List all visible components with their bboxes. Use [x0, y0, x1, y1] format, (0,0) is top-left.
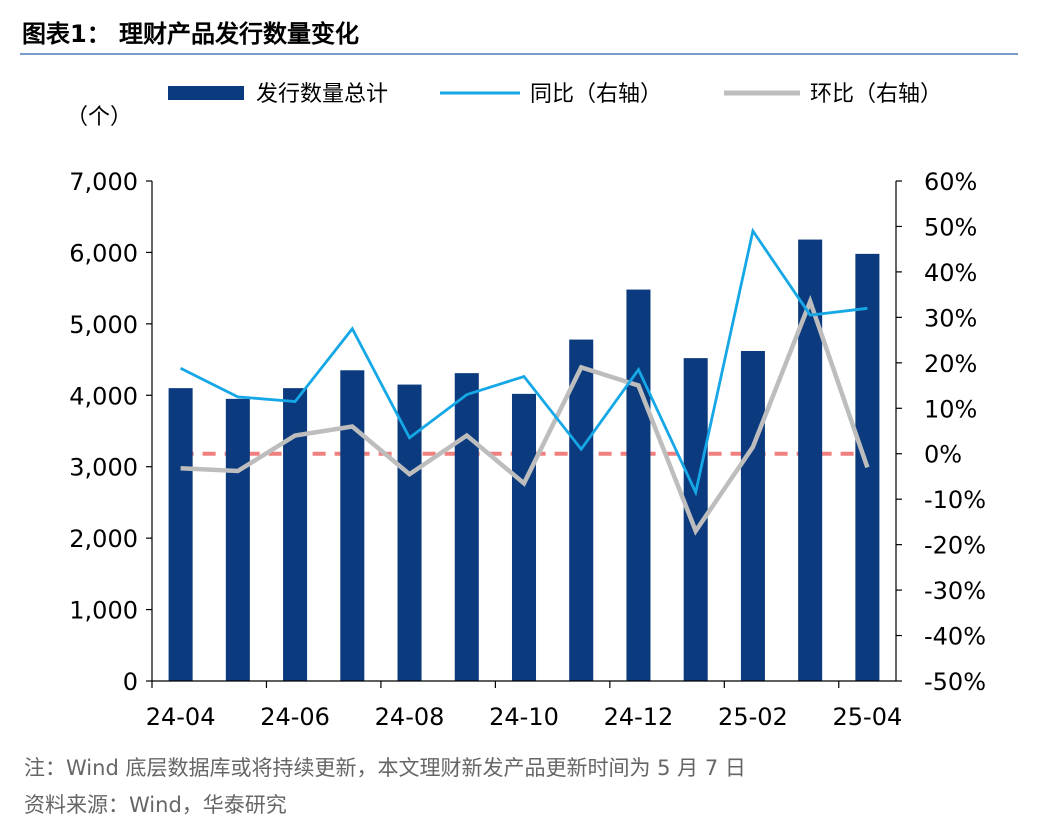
bar-24-04 — [169, 388, 193, 681]
figure-title: 图表1： 理财产品发行数量变化 — [22, 20, 359, 48]
right-axis-tick-label: 60% — [924, 168, 977, 196]
right-axis-tick-label: 0% — [924, 441, 962, 469]
source-note: 资料来源：Wind，华泰研究 — [24, 793, 287, 817]
bar-24-08 — [398, 385, 422, 681]
left-axis-tick-label: 1,000 — [69, 597, 138, 625]
left-axis-tick-label: 0 — [123, 668, 138, 696]
x-axis-tick-label: 24-06 — [260, 703, 330, 731]
left-axis-tick-label: 2,000 — [69, 525, 138, 553]
right-axis-tick-label: 40% — [924, 259, 977, 287]
legend-label-yoy: 同比（右轴） — [530, 82, 662, 107]
x-axis-tick-label: 24-12 — [604, 703, 674, 731]
bar-24-10 — [512, 394, 536, 681]
bar-25-04 — [855, 254, 879, 681]
left-axis-tick-label: 6,000 — [69, 239, 138, 267]
left-axis-unit: （个） — [66, 105, 132, 130]
right-axis-tick-label: -30% — [924, 577, 986, 605]
right-axis-tick-label: 20% — [924, 350, 977, 378]
bar-series — [169, 240, 880, 681]
bar-24-07 — [340, 370, 364, 681]
left-axis-tick-label: 3,000 — [69, 454, 138, 482]
bar-24-09 — [455, 373, 479, 681]
chart-legend: 发行数量总计 同比（右轴） 环比（右轴） — [168, 82, 942, 107]
x-axis-tick-label: 24-04 — [146, 703, 216, 731]
bar-24-11 — [569, 340, 593, 681]
x-axis-tick-label: 24-08 — [375, 703, 445, 731]
bar-25-02 — [741, 351, 765, 681]
right-axis-tick-label: -40% — [924, 623, 986, 651]
legend-bar-swatch — [168, 86, 244, 100]
right-axis-tick-label: 30% — [924, 304, 977, 332]
right-axis-tick-label: 50% — [924, 213, 977, 241]
x-axis-tick-label: 25-02 — [718, 703, 788, 731]
bar-24-05 — [226, 399, 250, 681]
x-axis-tick-label: 24-10 — [489, 703, 559, 731]
bar-24-12 — [626, 290, 650, 681]
left-axis-tick-label: 4,000 — [69, 382, 138, 410]
x-axis-tick-label: 25-04 — [833, 703, 903, 731]
right-axis-tick-label: 10% — [924, 395, 977, 423]
footnote: 注：Wind 底层数据库或将持续更新，本文理财新发产品更新时间为 5 月 7 日 — [24, 756, 746, 780]
right-axis-tick-label: -50% — [924, 668, 986, 696]
right-axis-tick-label: -20% — [924, 532, 986, 560]
right-axis-tick-label: -10% — [924, 486, 986, 514]
left-axis-tick-label: 7,000 — [69, 168, 138, 196]
legend-label-mom: 环比（右轴） — [810, 82, 942, 107]
legend-label-bar: 发行数量总计 — [256, 82, 388, 107]
left-axis-tick-label: 5,000 — [69, 311, 138, 339]
